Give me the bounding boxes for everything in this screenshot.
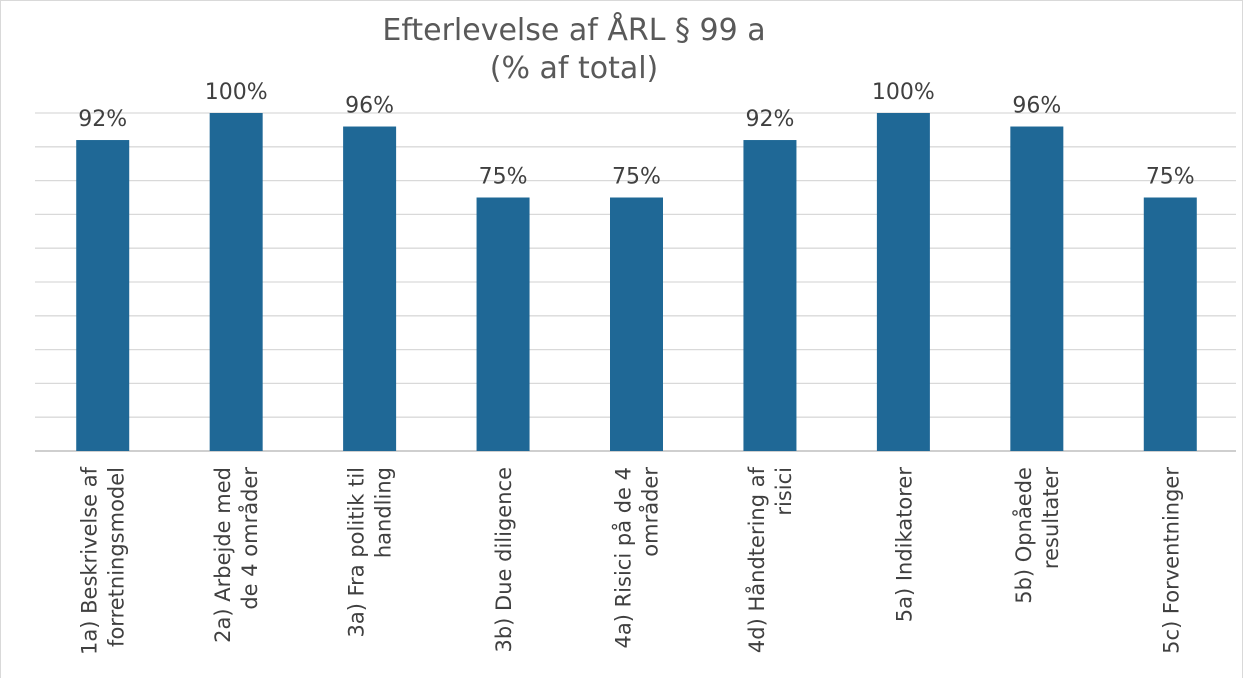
category-label: risici [772,467,796,516]
category-label: 3a) Fra politik til [345,467,369,637]
bar [1010,126,1064,452]
category-label: 4a) Risici på de 4 [611,467,636,649]
bar [476,197,530,451]
chart-title-line-1: Efterlevelse af ÅRL § 99 a [382,13,766,48]
data-label: 92% [745,107,794,132]
data-label: 100% [872,80,935,105]
category-label: 2a) Arbejde med [211,467,235,643]
category-label: 4d) Håndtering af [744,466,769,653]
category-label: 3b) Due diligence [492,467,516,653]
data-label: 75% [1146,165,1195,190]
category-label: 5b) Opnåede [1011,467,1036,604]
bar [1143,197,1197,451]
category-label: 5a) Indikatorer [892,467,916,623]
category-label: forretningsmodel [105,467,129,647]
bar [743,140,797,452]
bar [876,113,930,451]
data-label: 75% [479,165,528,190]
category-label: områder [638,467,663,557]
category-label: de 4 områder [237,467,262,610]
data-label: 92% [78,107,127,132]
category-label: resultater [1039,467,1063,569]
chart-title: Efterlevelse af ÅRL § 99 a (% af total) [274,12,874,88]
data-label: 96% [345,94,394,119]
category-label: 1a) Beskrivelse af [78,466,102,655]
chart-title-line-2: (% af total) [489,51,659,86]
category-label: handling [372,467,396,558]
data-label: 100% [205,80,268,105]
data-label: 96% [1012,94,1061,119]
bar [209,113,263,451]
category-label: 5c) Forventninger [1159,467,1183,654]
data-label: 75% [612,165,661,190]
bar [610,197,663,451]
bar [76,140,130,452]
bar [343,126,397,452]
